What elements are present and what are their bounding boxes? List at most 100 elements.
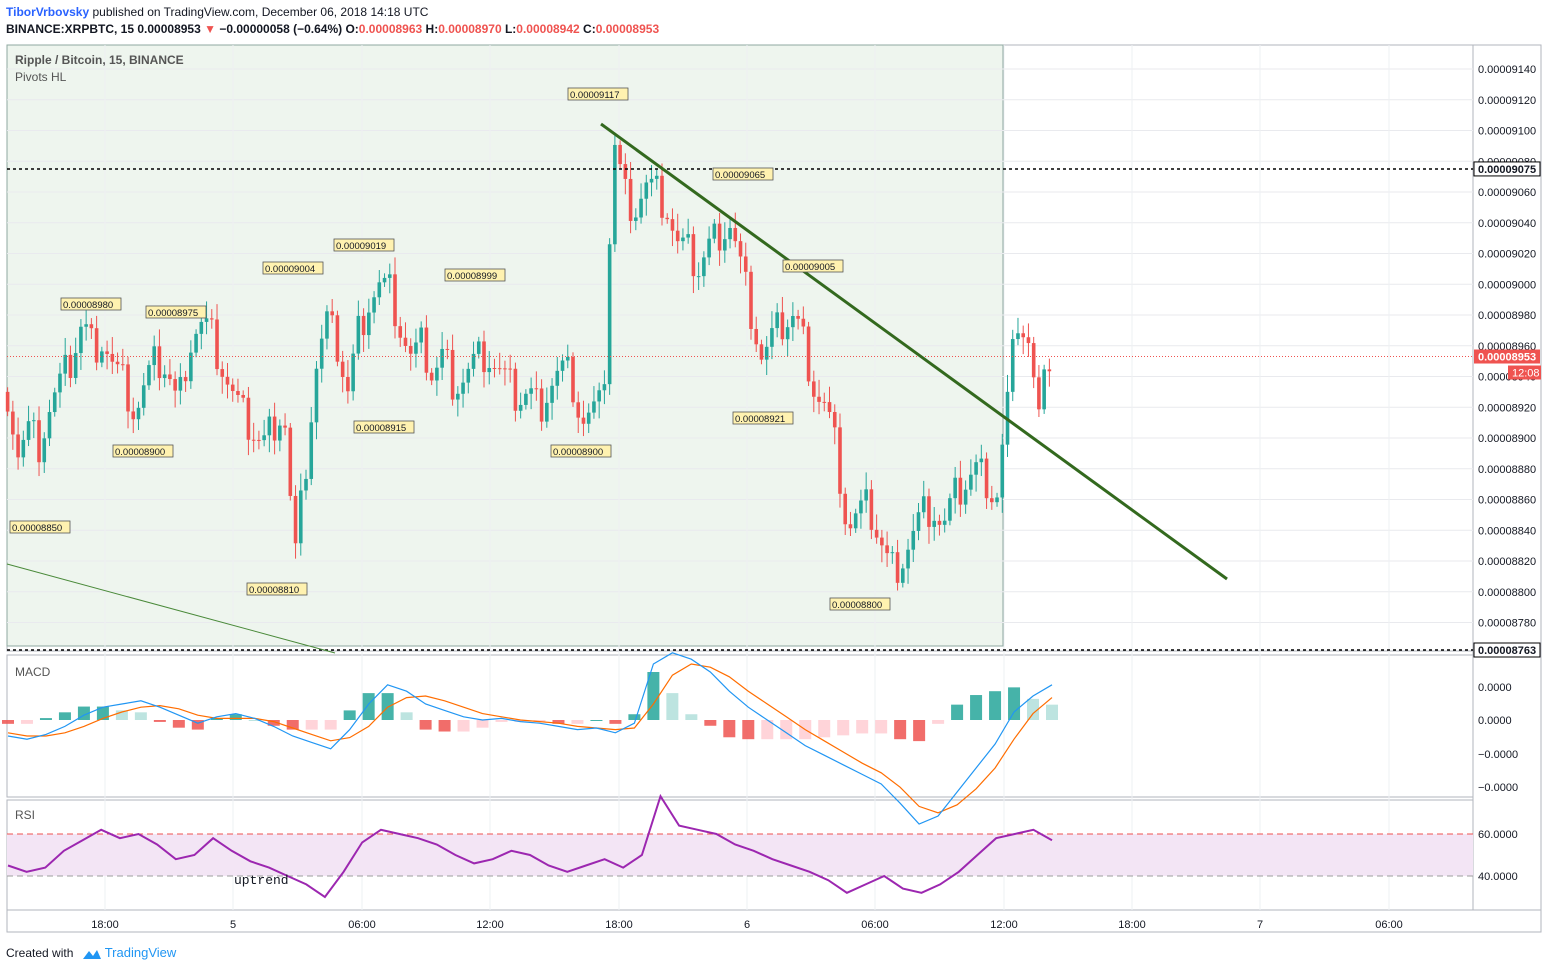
candle-body xyxy=(173,379,177,391)
candle-body xyxy=(445,348,450,350)
macd-histogram-bar xyxy=(286,720,299,730)
candle-body xyxy=(1037,377,1041,410)
candle-body xyxy=(189,352,193,382)
pivot-label: 0.00008999 xyxy=(447,271,497,282)
candle-body xyxy=(932,520,937,527)
macd-histogram-bar xyxy=(913,720,926,742)
macd-pane xyxy=(6,654,1474,798)
tradingview-brand-link[interactable]: TradingView xyxy=(104,945,177,960)
x-tick-label: 06:00 xyxy=(1375,919,1403,931)
candle-body xyxy=(199,321,204,334)
candle-body xyxy=(880,537,884,546)
candle-body xyxy=(869,489,874,530)
publish-line: TiborVrbovsky published on TradingView.c… xyxy=(6,5,428,19)
candle-body xyxy=(79,326,83,354)
candle-body xyxy=(654,175,659,179)
candle-body xyxy=(644,182,649,199)
candle-body xyxy=(555,370,560,386)
macd-histogram-bar xyxy=(666,693,679,720)
candle-body xyxy=(330,311,334,316)
candle-body xyxy=(162,374,167,379)
candle-body xyxy=(518,404,523,411)
candle-body xyxy=(508,368,512,370)
macd-histogram-bar xyxy=(172,720,185,728)
pivot-label: 0.00009117 xyxy=(570,90,620,101)
x-tick-label: 7 xyxy=(1257,919,1263,931)
y-tick-label: 0.00008820 xyxy=(1478,556,1536,568)
down-arrow-icon: ▼ xyxy=(204,22,216,36)
candle-body xyxy=(461,382,465,394)
candle-body xyxy=(675,230,680,242)
candle-body xyxy=(403,337,408,346)
candle-body xyxy=(613,144,617,245)
macd-histogram-bar xyxy=(989,691,1002,720)
candle-body xyxy=(702,257,706,277)
candle-body xyxy=(178,377,183,391)
candle-body xyxy=(58,373,62,393)
macd-tick-label: −0.0000 xyxy=(1478,782,1518,794)
candle-body xyxy=(906,549,910,569)
candle-body xyxy=(16,434,20,458)
candle-body xyxy=(717,223,722,251)
rsi-label: RSI xyxy=(15,808,35,822)
candle-body xyxy=(47,412,52,439)
candle-body xyxy=(953,477,957,499)
macd-histogram-bar xyxy=(58,712,71,720)
candle-body xyxy=(492,367,497,369)
pivot-label: 0.00008800 xyxy=(832,600,882,611)
rsi-band-fill xyxy=(7,834,1473,876)
candle-body xyxy=(764,346,769,360)
candle-body xyxy=(712,223,717,239)
pivot-label-box xyxy=(782,259,844,273)
macd-histogram-bar xyxy=(305,720,318,730)
macd-histogram-bar xyxy=(1046,704,1058,720)
candle-body xyxy=(618,144,622,165)
macd-histogram-bar xyxy=(514,720,527,722)
pivot-label: 0.00008810 xyxy=(249,585,299,596)
candle-body xyxy=(796,316,800,319)
x-tick-label: 12:00 xyxy=(990,919,1018,931)
author-link[interactable]: TiborVrbovsky xyxy=(6,5,90,19)
symbol-label[interactable]: BINANCE:XRPBTC, 15 xyxy=(6,22,135,36)
rsi-line xyxy=(7,793,1053,899)
horizontal-level-label: 0.00009075 xyxy=(1478,164,1536,176)
candle-body xyxy=(141,385,146,408)
candle-body xyxy=(414,342,418,354)
horizontal-level-tag xyxy=(1473,642,1541,658)
candle-body xyxy=(832,412,837,428)
candle-body xyxy=(115,361,120,365)
candle-body xyxy=(733,227,738,242)
candle-body xyxy=(1031,343,1036,378)
candle-body xyxy=(100,351,104,363)
pivot-label-box xyxy=(732,411,794,425)
candle-body xyxy=(927,496,931,527)
x-tick-label: 18:00 xyxy=(91,919,119,931)
pivot-label: 0.00008850 xyxy=(12,523,62,534)
pivot-label-box xyxy=(567,87,629,101)
macd-histogram-bar xyxy=(685,714,698,720)
candle-body xyxy=(26,421,31,440)
macd-histogram-bar xyxy=(742,720,755,740)
candle-body xyxy=(262,435,266,441)
candle-body xyxy=(398,326,403,338)
y-tick-label: 0.00008880 xyxy=(1478,464,1536,476)
macd-histogram-bar xyxy=(495,720,508,722)
horizontal-level-label: 0.00008763 xyxy=(1478,645,1536,657)
pivot-label-box xyxy=(550,444,612,458)
pivot-label-box xyxy=(353,420,415,434)
candle-body xyxy=(372,297,376,313)
candle-body xyxy=(723,239,727,251)
macd-histogram-bar xyxy=(571,720,584,724)
candle-body xyxy=(895,552,900,583)
candle-body xyxy=(806,326,811,382)
macd-histogram-bar xyxy=(324,720,337,730)
candle-body xyxy=(309,422,314,479)
candle-body xyxy=(853,513,858,529)
candle-body xyxy=(969,474,973,490)
y-tick-label: 0.00009060 xyxy=(1478,187,1536,199)
candle-body xyxy=(827,402,832,413)
candle-body xyxy=(921,496,926,513)
candle-body xyxy=(770,328,774,347)
candle-body xyxy=(785,327,790,340)
